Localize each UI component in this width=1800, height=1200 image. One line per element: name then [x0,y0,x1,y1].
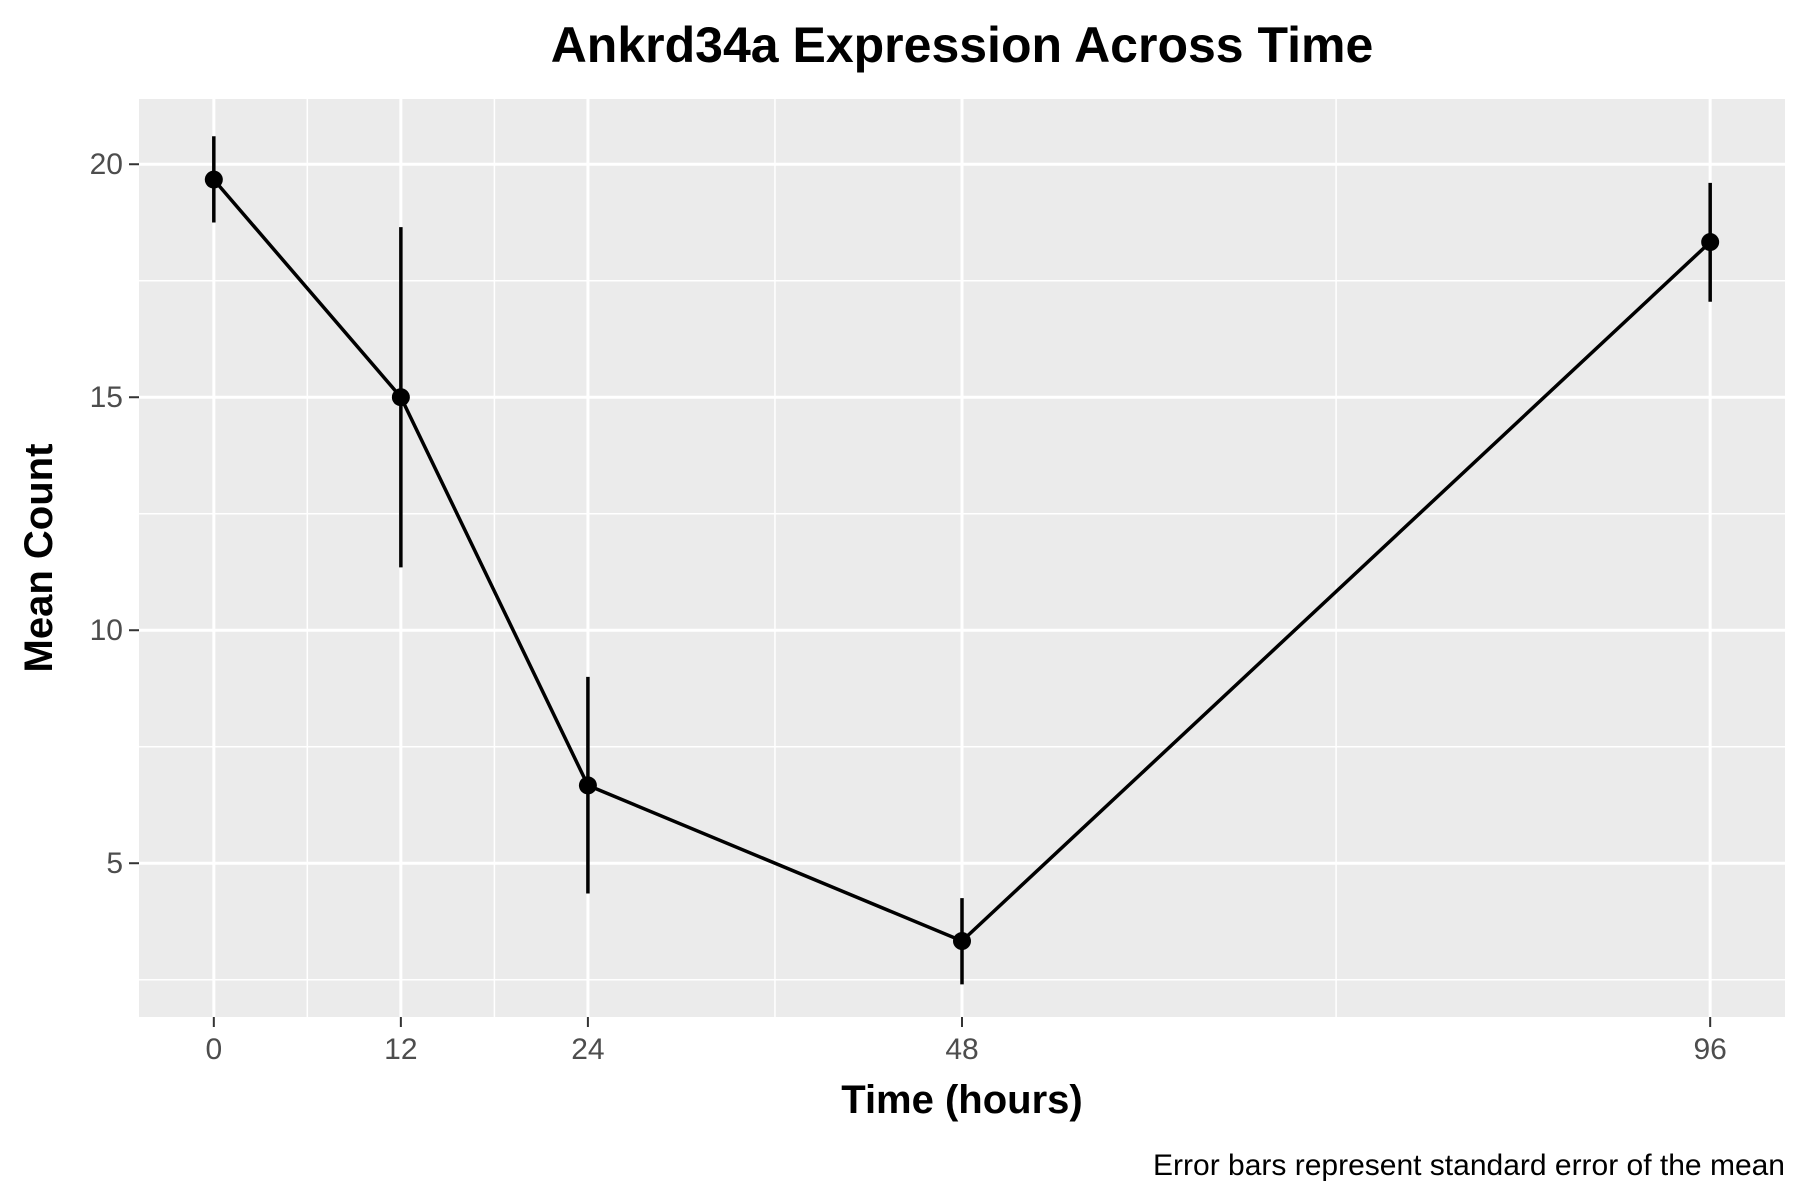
data-point [391,388,410,407]
data-point [1701,233,1720,252]
y-tick-label: 10 [90,614,123,647]
x-tick-label: 12 [384,1033,417,1066]
data-point [578,776,597,795]
x-axis-title: Time (hours) [841,1078,1083,1122]
y-axis-title: Mean Count [17,444,61,673]
data-points [204,170,1720,951]
caption: Error bars represent standard error of t… [1153,1149,1785,1182]
chart-title: Ankrd34a Expression Across Time [551,17,1374,73]
x-axis-ticks: 0 12 24 48 96 [205,1017,1727,1066]
x-tick-label: 0 [205,1033,222,1066]
x-tick-label: 48 [945,1033,978,1066]
x-tick-label: 24 [571,1033,604,1066]
data-point [953,932,971,951]
x-tick-label: 96 [1693,1033,1726,1066]
y-tick-label: 5 [106,847,123,880]
y-tick-label: 20 [90,148,123,181]
y-axis-ticks: 5 10 15 20 [90,148,139,880]
data-point [204,170,223,189]
y-tick-label: 15 [90,381,123,414]
